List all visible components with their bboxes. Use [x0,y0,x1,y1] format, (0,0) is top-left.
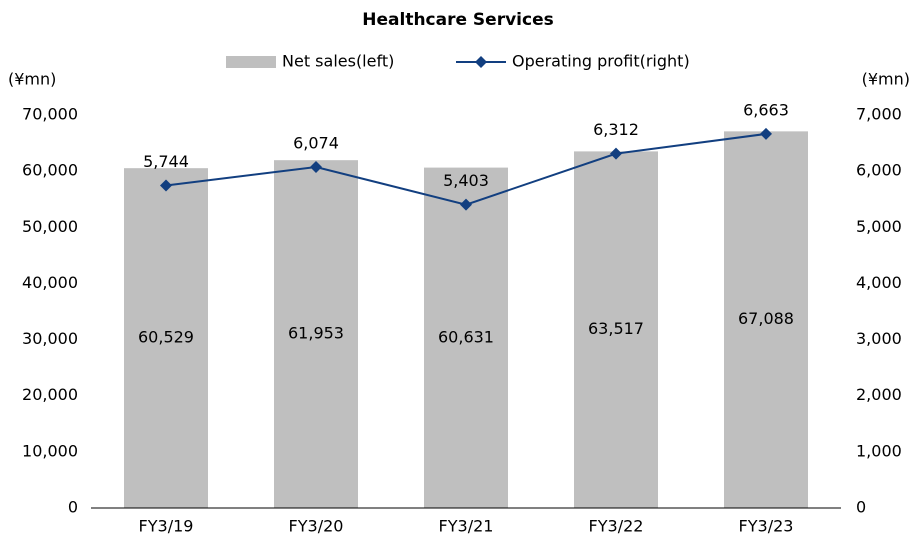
bar [274,160,358,508]
marker [760,127,772,140]
y2-axis-label: (¥mn) [862,70,910,89]
legend-marker [475,56,487,68]
bar [574,151,658,509]
y2-tick-label: 2,000 [856,385,902,404]
y-tick-label: 70,000 [22,105,78,124]
marker [610,147,622,160]
marker [310,160,322,173]
y2-tick-label: 6,000 [856,161,902,180]
x-tick-label: FY3/19 [139,517,194,536]
x-tick-label: FY3/21 [439,517,494,536]
bar-value-label: 60,529 [138,328,194,347]
bar-value-label: 63,517 [588,319,644,338]
bar-value-label: 67,088 [738,309,794,328]
y2-tick-label: 7,000 [856,105,902,124]
line-value-label: 6,663 [743,100,789,119]
bar-value-label: 60,631 [438,327,494,346]
y2-tick-label: 1,000 [856,441,902,460]
y2-tick-label: 3,000 [856,329,902,348]
legend-swatch [226,56,276,68]
x-tick-label: FY3/23 [739,517,794,536]
line-value-label: 6,074 [293,133,339,152]
legend-label: Net sales(left) [282,52,394,71]
chart-title: Healthcare Services [362,10,553,30]
bar [124,168,208,508]
y-axis-label: (¥mn) [8,70,56,89]
legend-label: Operating profit(right) [512,52,690,71]
line-value-label: 5,744 [143,152,189,171]
bar-value-label: 61,953 [288,324,344,343]
x-tick-label: FY3/22 [589,517,644,536]
bar [424,167,508,508]
y2-tick-label: 0 [856,498,866,517]
y-tick-label: 10,000 [22,441,78,460]
marker [460,198,472,211]
y-tick-label: 60,000 [22,161,78,180]
line-value-label: 5,403 [443,171,489,190]
bar [724,131,808,508]
y2-tick-label: 5,000 [856,217,902,236]
y-tick-label: 50,000 [22,217,78,236]
y-tick-label: 30,000 [22,329,78,348]
line-value-label: 6,312 [593,120,639,139]
y-tick-label: 40,000 [22,273,78,292]
x-tick-label: FY3/20 [289,517,344,536]
marker [160,179,172,192]
y-tick-label: 20,000 [22,385,78,404]
y2-tick-label: 4,000 [856,273,902,292]
y-tick-label: 0 [68,498,78,517]
